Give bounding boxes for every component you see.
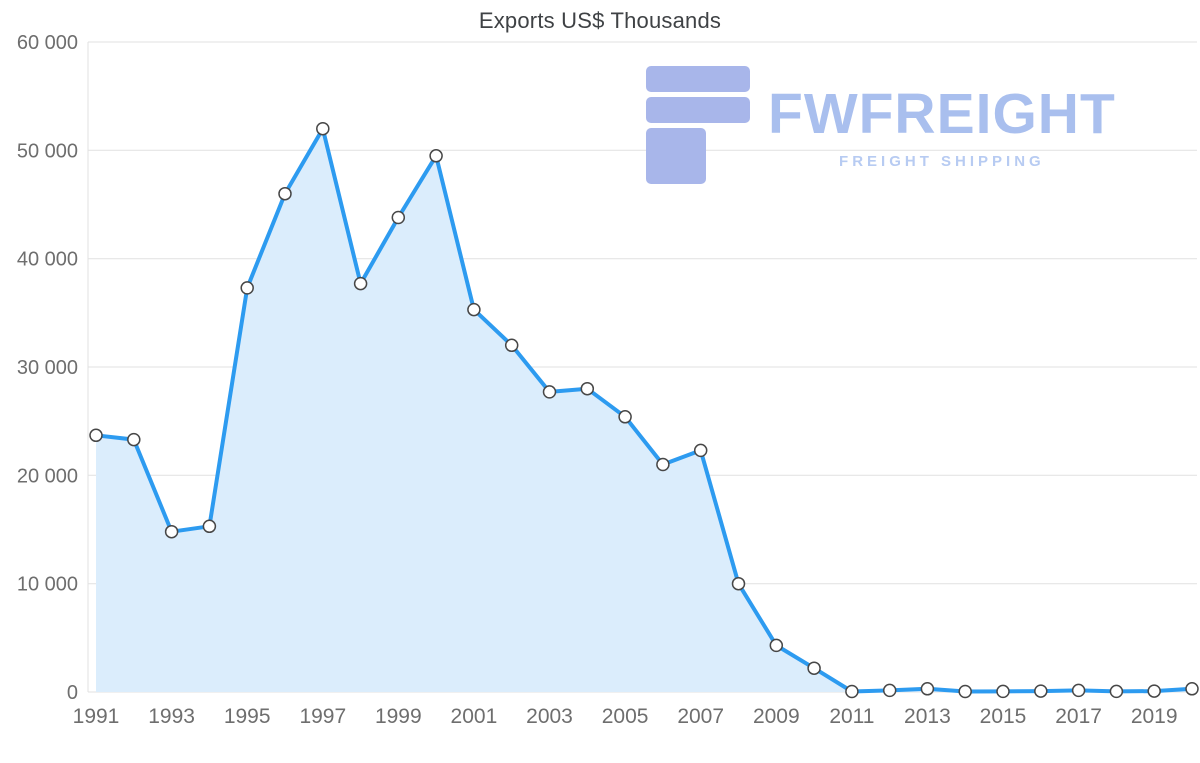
x-axis-label: 1999 <box>375 705 422 728</box>
data-point[interactable] <box>807 661 821 675</box>
data-point[interactable] <box>164 524 179 539</box>
x-axis-label: 2009 <box>753 705 800 728</box>
data-point[interactable] <box>467 302 481 317</box>
x-axis-label: 2013 <box>904 705 951 728</box>
data-point[interactable] <box>316 121 330 136</box>
data-point[interactable] <box>1034 684 1048 698</box>
data-point[interactable] <box>1185 682 1199 696</box>
x-axis-label: 1997 <box>299 705 346 728</box>
y-axis-label: 60 000 <box>17 32 78 54</box>
x-axis-label: 2005 <box>602 705 649 728</box>
y-axis-label: 30 000 <box>17 357 78 379</box>
data-point[interactable] <box>996 684 1010 699</box>
data-point[interactable] <box>353 276 368 291</box>
data-point[interactable] <box>618 410 632 424</box>
data-point[interactable] <box>920 682 935 696</box>
x-axis-label: 1993 <box>148 705 195 728</box>
data-point[interactable] <box>693 443 708 458</box>
data-point[interactable] <box>240 281 254 295</box>
data-point[interactable] <box>769 638 784 653</box>
data-point[interactable] <box>127 432 141 447</box>
data-point[interactable] <box>391 210 406 225</box>
x-axis-label: 2015 <box>980 705 1027 728</box>
data-point[interactable] <box>958 684 972 699</box>
data-point[interactable] <box>202 519 217 534</box>
data-point[interactable] <box>580 381 595 396</box>
data-point[interactable] <box>89 428 103 443</box>
x-axis-label: 1995 <box>224 705 271 728</box>
x-axis-label: 2011 <box>829 705 874 728</box>
y-axis-label: 40 000 <box>17 249 78 271</box>
x-axis-label: 2001 <box>451 705 498 728</box>
x-axis-label: 2007 <box>677 705 724 728</box>
chart-title: Exports US$ Thousands <box>478 8 722 33</box>
data-point[interactable] <box>1071 683 1086 698</box>
x-axis-label: 2019 <box>1131 705 1178 728</box>
data-point[interactable] <box>429 149 443 163</box>
data-point[interactable] <box>1109 684 1124 699</box>
y-axis-label: 20 000 <box>17 465 78 487</box>
data-point[interactable] <box>882 683 897 698</box>
area-fill <box>96 128 1192 692</box>
y-axis-label: 50 000 <box>17 140 78 162</box>
data-point[interactable] <box>1147 684 1161 698</box>
data-point[interactable] <box>278 186 292 201</box>
x-axis-label: 2017 <box>1055 705 1102 728</box>
y-axis-label: 0 <box>67 682 78 704</box>
data-point[interactable] <box>542 385 557 399</box>
data-point[interactable] <box>731 576 746 591</box>
data-point[interactable] <box>845 684 859 699</box>
x-axis-label: 2003 <box>526 705 573 728</box>
data-point[interactable] <box>504 338 519 353</box>
x-axis-label: 1991 <box>73 705 120 728</box>
y-axis-label: 10 000 <box>17 574 78 596</box>
data-point[interactable] <box>656 457 670 472</box>
